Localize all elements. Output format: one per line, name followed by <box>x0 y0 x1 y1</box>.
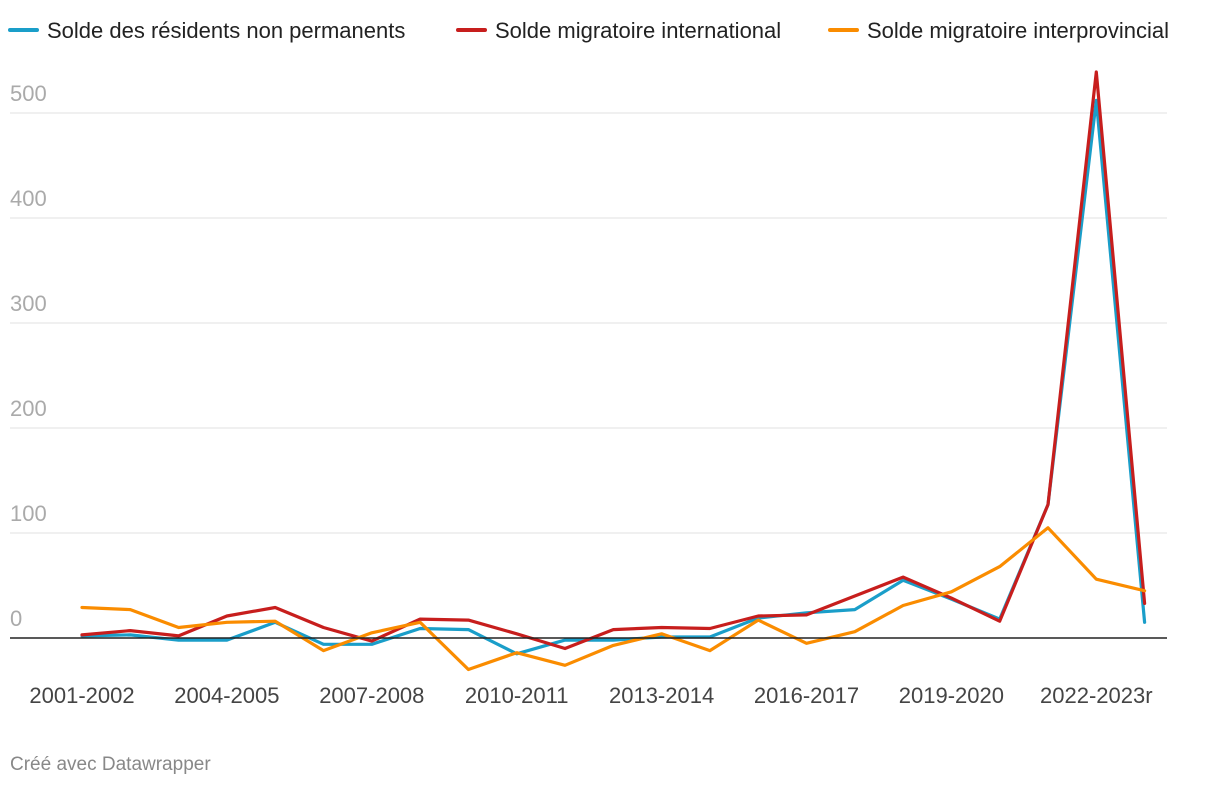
y-tick-label-0: 0 <box>10 606 22 631</box>
legend-label-3: Solde migratoire interprovincial <box>867 18 1169 43</box>
series-line-2 <box>80 70 1147 651</box>
series-line-3 <box>80 526 1147 672</box>
x-tick-label-7: 2019-2020 <box>899 683 1004 708</box>
y-tick-label-300: 300 <box>10 291 47 316</box>
chart-series-lines <box>10 70 1167 672</box>
x-tick-label-5: 2013-2014 <box>609 683 714 708</box>
x-tick-label-1: 2001-2002 <box>29 683 134 708</box>
x-tick-label-8: 2022-2023r <box>1040 683 1153 708</box>
series-line-1 <box>80 98 1147 656</box>
y-tick-label-200: 200 <box>10 396 47 421</box>
credit-text: Créé avec Datawrapper <box>10 754 211 775</box>
chart-legend: Solde des résidents non permanents Solde … <box>8 18 1169 43</box>
y-axis-ticks: 0 100 200 300 400 500 <box>10 81 47 631</box>
x-tick-label-6: 2016-2017 <box>754 683 859 708</box>
y-tick-label-100: 100 <box>10 501 47 526</box>
x-tick-label-4: 2010-2011 <box>465 683 569 708</box>
legend-label-1: Solde des résidents non permanents <box>47 18 405 43</box>
x-tick-label-2: 2004-2005 <box>174 683 279 708</box>
legend-label-2: Solde migratoire international <box>495 18 781 43</box>
x-tick-label-3: 2007-2008 <box>319 683 424 708</box>
chart-gridlines <box>10 112 1167 534</box>
y-tick-label-400: 400 <box>10 186 47 211</box>
x-axis-ticks: 2001-2002 2004-2005 2007-2008 2010-2011 2013… <box>29 683 1152 708</box>
y-tick-label-500: 500 <box>10 81 47 106</box>
